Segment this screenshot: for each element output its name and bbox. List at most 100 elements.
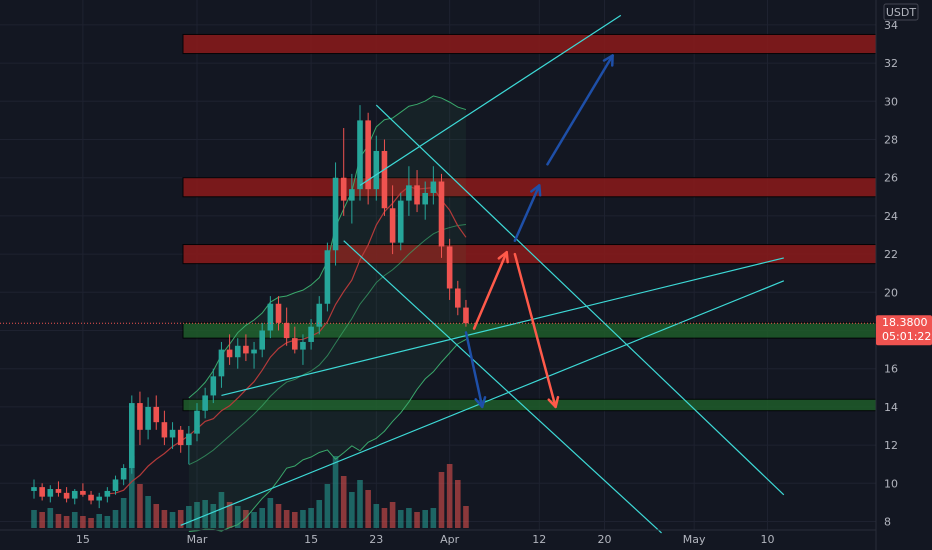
candle-body xyxy=(71,490,78,499)
volume-bar xyxy=(300,510,306,528)
trendline[interactable] xyxy=(375,104,785,496)
grid xyxy=(0,0,876,530)
y-tick-label: 8 xyxy=(884,516,891,529)
arrow-shaft xyxy=(472,250,508,330)
candle-body xyxy=(463,307,469,324)
volume-bar xyxy=(226,502,233,528)
volume-bar xyxy=(129,456,135,528)
candle-body xyxy=(389,208,396,243)
candle-body xyxy=(39,487,45,497)
price-zones[interactable] xyxy=(182,33,877,412)
candle-body xyxy=(365,120,371,190)
volume-bar xyxy=(438,472,445,528)
x-tick-label: 20 xyxy=(598,533,612,546)
candle-body xyxy=(104,490,111,497)
resistance-zone[interactable] xyxy=(182,33,877,55)
volume-bar xyxy=(145,496,151,528)
bollinger-band-fill xyxy=(188,95,466,532)
candle-body xyxy=(120,468,127,480)
y-tick-label: 14 xyxy=(884,401,898,414)
candle-body xyxy=(177,429,184,446)
volume-bar xyxy=(446,464,453,528)
currency-label: USDT xyxy=(886,6,917,19)
trendline[interactable] xyxy=(221,257,784,397)
x-tick-label: 12 xyxy=(532,533,546,546)
y-tick-label: 30 xyxy=(884,95,898,108)
y-tick-label: 24 xyxy=(884,210,898,223)
candle-body xyxy=(349,189,355,201)
x-axis-ticks: 15 Mar 15 23 Apr 12 20 May 10 xyxy=(76,533,775,546)
y-axis-panel[interactable] xyxy=(876,0,932,550)
blue-projection-arrow[interactable] xyxy=(464,331,487,409)
y-axis-ticks: 810121416182022242628303234 xyxy=(884,19,898,529)
volume-bar xyxy=(397,510,404,528)
volume-bar xyxy=(194,502,200,528)
volume-bar xyxy=(406,508,412,528)
arrow-head xyxy=(497,250,509,264)
volume-bar xyxy=(161,510,168,528)
volume-bar xyxy=(332,456,339,528)
volume-bar xyxy=(340,476,347,528)
candle-body xyxy=(96,496,102,501)
volume-bar xyxy=(47,508,54,528)
x-tick-label: Apr xyxy=(440,533,460,546)
candle-body xyxy=(137,403,143,430)
arrow-shaft xyxy=(546,54,614,166)
y-tick-label: 34 xyxy=(884,19,898,32)
resistance-zone[interactable] xyxy=(182,177,877,198)
volume-bar xyxy=(251,512,257,528)
candle-body xyxy=(332,177,339,251)
trendline[interactable] xyxy=(359,14,622,186)
volume-bar xyxy=(422,510,428,528)
candle-body xyxy=(194,410,200,434)
volume-bar xyxy=(275,504,282,528)
candle-body xyxy=(31,487,37,491)
volume-bar xyxy=(373,504,380,528)
candle-body xyxy=(300,341,306,350)
y-tick-label: 32 xyxy=(884,57,898,70)
x-tick-label: 23 xyxy=(369,533,383,546)
candle-body xyxy=(275,303,282,323)
candle-body xyxy=(324,250,331,304)
y-tick-label: 28 xyxy=(884,134,898,147)
candle-body xyxy=(397,200,404,243)
volume-bar xyxy=(177,510,184,528)
candle-body xyxy=(373,150,380,190)
volume-bar xyxy=(31,510,37,528)
arrow-shaft xyxy=(513,252,557,409)
volume-bar xyxy=(96,514,102,528)
volume-bar xyxy=(463,506,469,528)
volume-bar xyxy=(381,508,388,528)
blue-projection-arrow[interactable] xyxy=(546,54,614,166)
volume-bar xyxy=(267,498,274,528)
projection-arrows[interactable] xyxy=(464,54,614,409)
candle-body xyxy=(234,345,241,358)
volume-bar xyxy=(210,504,217,528)
volume-bar xyxy=(243,510,249,528)
volume-bar xyxy=(55,514,62,528)
candle-body xyxy=(226,349,233,358)
volume-bar xyxy=(202,500,208,528)
volume-bar xyxy=(259,508,265,528)
red-projection-arrow[interactable] xyxy=(513,252,560,409)
volume-bar xyxy=(169,512,176,528)
price-tag: 18.3800 05:01:22 xyxy=(876,315,932,346)
candle-body xyxy=(112,479,119,491)
arrow-head xyxy=(547,395,560,409)
x-tick-label: Mar xyxy=(187,533,208,546)
volume-bar xyxy=(316,500,323,528)
price-tag-countdown: 05:01:22 xyxy=(882,330,931,343)
red-projection-arrow[interactable] xyxy=(472,250,509,330)
volume-bar xyxy=(218,492,225,528)
candle-body xyxy=(129,403,135,469)
y-tick-label: 22 xyxy=(884,248,898,261)
candle-body xyxy=(292,338,298,350)
candle-body xyxy=(455,288,461,308)
currency-badge[interactable] xyxy=(883,3,919,21)
trendline[interactable] xyxy=(343,240,662,534)
candle-body xyxy=(267,303,274,331)
blue-projection-arrow[interactable] xyxy=(513,184,542,242)
